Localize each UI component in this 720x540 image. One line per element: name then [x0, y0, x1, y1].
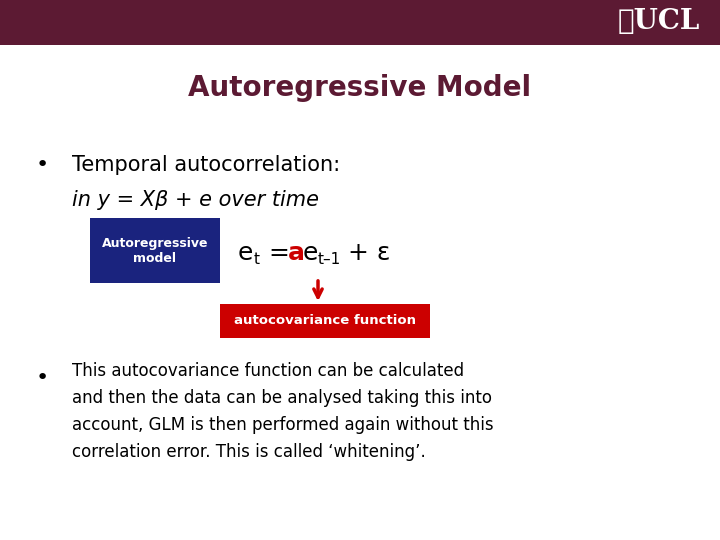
- Text: + ε: + ε: [348, 241, 390, 265]
- Text: a: a: [288, 241, 305, 265]
- Text: e: e: [303, 241, 318, 265]
- Text: =: =: [268, 241, 289, 265]
- Text: Autoregressive
model: Autoregressive model: [102, 237, 208, 265]
- Bar: [90, 218, 220, 283]
- Text: autocovariance function: autocovariance function: [234, 314, 416, 327]
- Text: in y = Xβ + e over time: in y = Xβ + e over time: [72, 190, 319, 210]
- Text: This autocovariance function can be calculated
and then the data can be analysed: This autocovariance function can be calc…: [72, 362, 494, 461]
- Text: ♖UCL: ♖UCL: [618, 9, 700, 36]
- Text: t: t: [254, 253, 260, 267]
- Bar: [0, 0, 720, 45]
- Text: •: •: [35, 155, 49, 175]
- Text: Temporal autocorrelation:: Temporal autocorrelation:: [72, 155, 340, 175]
- Text: Autoregressive Model: Autoregressive Model: [189, 74, 531, 102]
- Bar: [220, 304, 430, 338]
- Text: t–1: t–1: [318, 253, 341, 267]
- Text: •: •: [35, 368, 49, 388]
- Text: e: e: [238, 241, 253, 265]
